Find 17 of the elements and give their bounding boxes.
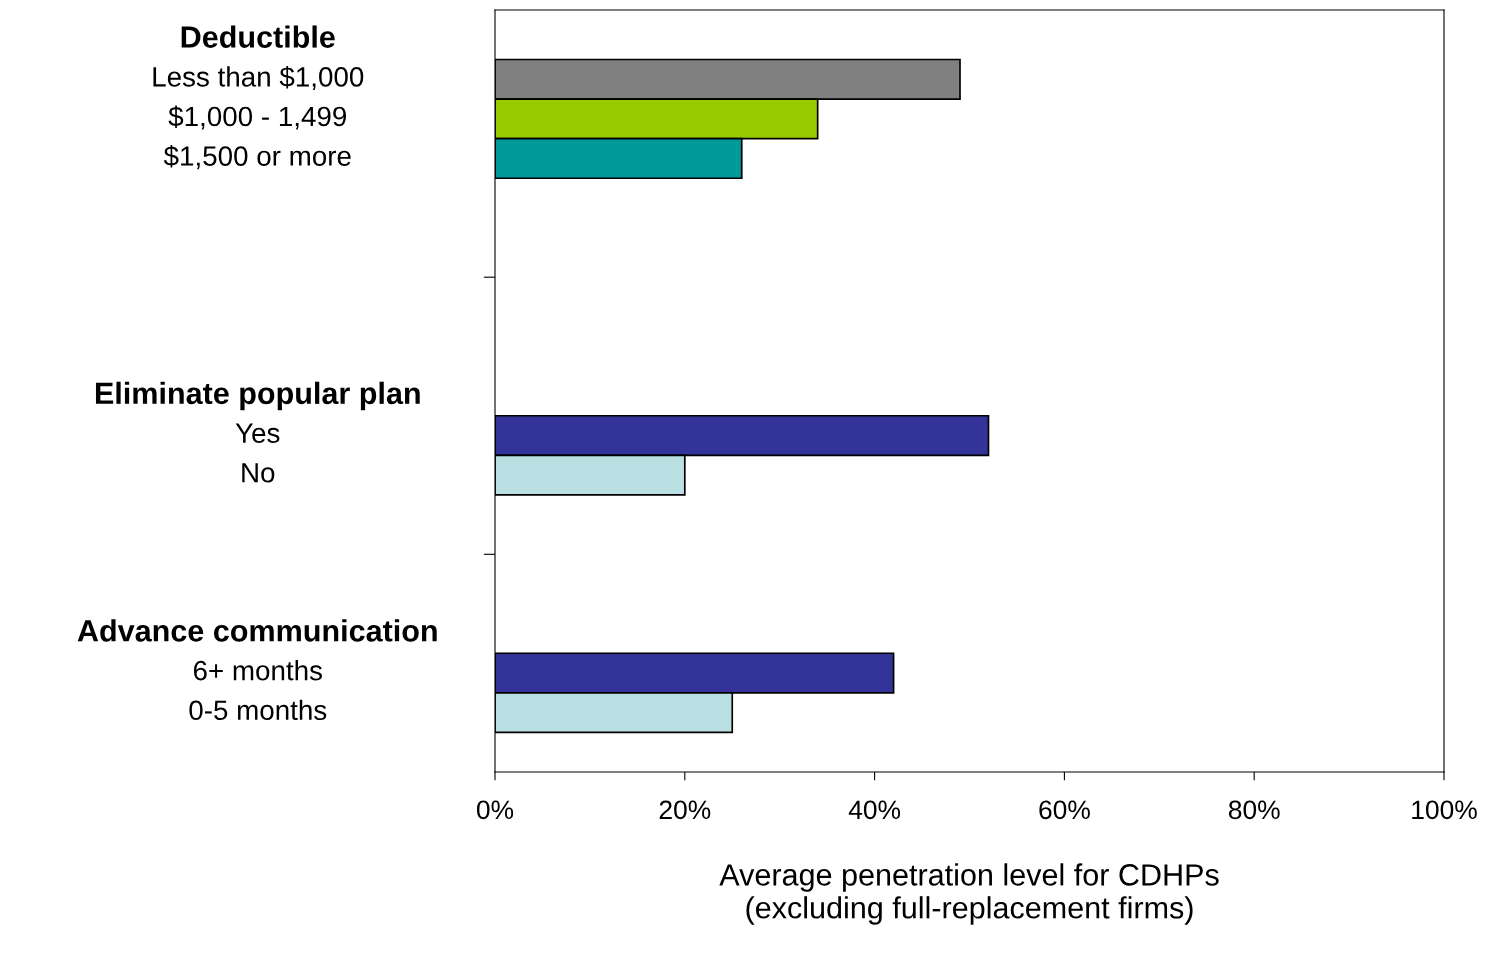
x-tick-label: 80% bbox=[1228, 800, 1280, 820]
y-tick-label: $1,000 - 1,499 bbox=[168, 105, 347, 130]
x-tick-label: 0% bbox=[476, 800, 514, 820]
x-tick-label: 60% bbox=[1039, 800, 1090, 820]
y-tick-label: Eliminate popular plan bbox=[95, 381, 420, 411]
x-axis-title: Average penetration level for CDHPs (excluding full-replacement firms) bbox=[719, 863, 1219, 925]
y-tick-label: 0-5 months bbox=[189, 699, 327, 721]
y-tick-label: $1,500 or more bbox=[163, 145, 351, 170]
y-tick-label: Less than $1,000 bbox=[153, 65, 364, 91]
y-tick-label: Advance communication bbox=[77, 619, 437, 642]
y-tick-label: 6+ months bbox=[193, 660, 322, 681]
x-tick-label: 100% bbox=[1412, 800, 1477, 820]
y-tick-label: No bbox=[242, 463, 275, 483]
y-tick-label: Yes bbox=[235, 423, 280, 443]
x-tick-label: 40% bbox=[848, 800, 901, 820]
x-tick-label: 20% bbox=[659, 800, 711, 820]
y-tick-label: Deductible bbox=[181, 25, 335, 48]
